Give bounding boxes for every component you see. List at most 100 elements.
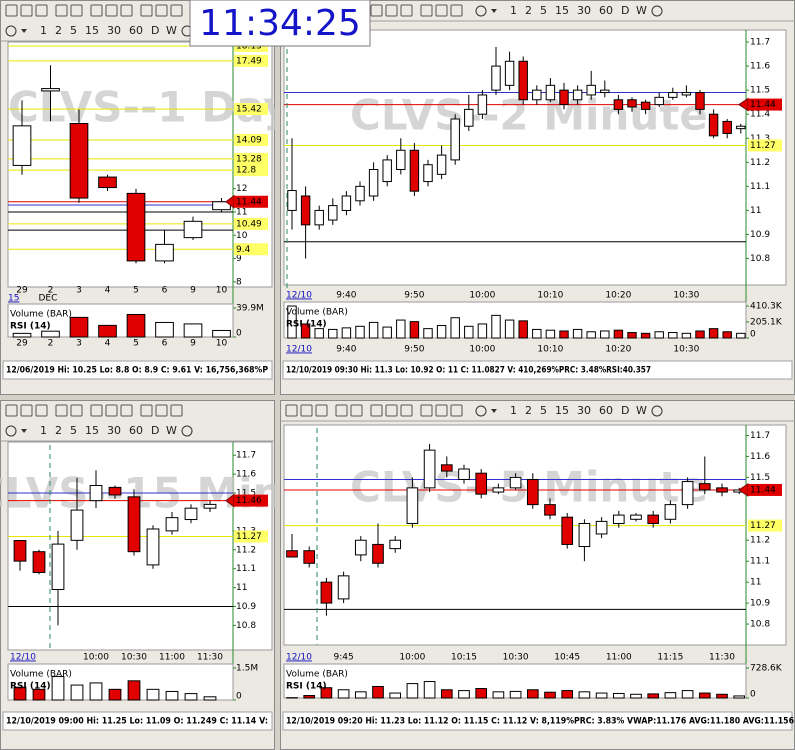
period-button[interactable]: 15 (555, 404, 569, 417)
toolbar-button[interactable] (70, 404, 83, 417)
period-button[interactable]: D (151, 424, 159, 437)
volume-bar (572, 328, 583, 339)
close-button[interactable] (651, 405, 663, 417)
toolbar-button[interactable] (435, 404, 448, 417)
toolbar-button[interactable] (5, 4, 18, 17)
toolbar-button[interactable] (385, 404, 398, 417)
period-button[interactable]: 15 (85, 424, 99, 437)
period-button[interactable]: 2 (55, 24, 62, 37)
period-button[interactable]: 60 (129, 424, 143, 437)
toolbar-button[interactable] (370, 404, 383, 417)
period-button[interactable]: 5 (540, 4, 547, 17)
period-button[interactable]: 15 (85, 24, 99, 37)
toolbar-button[interactable] (155, 404, 168, 417)
toolbar-button[interactable] (55, 404, 68, 417)
toolbar-button[interactable] (5, 404, 18, 417)
price-tag (234, 530, 268, 543)
toolbar-button[interactable] (105, 4, 118, 17)
period-button[interactable]: 60 (599, 404, 613, 417)
period-button[interactable]: 15 (555, 4, 569, 17)
candle-body (396, 149, 406, 171)
period-button[interactable]: W (166, 424, 177, 437)
y-tick-label: 11.2 (750, 536, 770, 546)
toolbar-button[interactable] (400, 404, 413, 417)
period-button[interactable]: 30 (107, 424, 121, 437)
period-button[interactable]: 1 (40, 24, 47, 37)
candle-body (586, 84, 596, 96)
period-button[interactable]: D (621, 4, 629, 17)
toolbar-button[interactable] (450, 404, 463, 417)
period-button[interactable]: 60 (599, 4, 613, 17)
dropdown-arrow[interactable] (21, 29, 27, 33)
period-button[interactable]: W (636, 4, 647, 17)
toolbar-button[interactable] (20, 4, 33, 17)
period-link[interactable]: 15 (8, 294, 19, 304)
toolbar-button[interactable] (140, 404, 153, 417)
period-button[interactable]: 2 (55, 424, 62, 437)
period-button[interactable]: W (166, 24, 177, 37)
y-tick-label: 11.1 (750, 182, 770, 192)
timeframe-clock[interactable] (5, 25, 17, 37)
candle-body (450, 118, 460, 161)
toolbar-button[interactable] (170, 404, 183, 417)
period-button[interactable]: 5 (70, 24, 77, 37)
candle-body (578, 522, 591, 548)
volume-bar (630, 693, 642, 699)
toolbar-button[interactable] (170, 4, 183, 17)
volume-bar (165, 690, 179, 701)
period-button[interactable]: 30 (107, 24, 121, 37)
close-button[interactable] (181, 425, 193, 437)
period-button[interactable]: 5 (540, 404, 547, 417)
period-button[interactable]: 60 (129, 24, 143, 37)
period-button[interactable]: 5 (70, 424, 77, 437)
period-button[interactable]: 2 (525, 404, 532, 417)
toolbar-button[interactable] (140, 4, 153, 17)
timeframe-clock[interactable] (5, 425, 17, 437)
toolbar-button[interactable] (315, 404, 328, 417)
period-button[interactable]: 30 (577, 4, 591, 17)
toolbar-button[interactable] (450, 4, 463, 17)
period-button[interactable]: D (151, 24, 159, 37)
candle-body (328, 205, 338, 221)
dropdown-arrow[interactable] (491, 409, 497, 413)
period-button[interactable]: 30 (577, 404, 591, 417)
toolbar-button[interactable] (35, 404, 48, 417)
toolbar-button[interactable] (300, 404, 313, 417)
toolbar-button[interactable] (350, 404, 363, 417)
toolbar-button[interactable] (155, 4, 168, 17)
toolbar-button[interactable] (420, 4, 433, 17)
toolbar-button[interactable] (370, 4, 383, 17)
toolbar-button[interactable] (105, 404, 118, 417)
toolbar-button[interactable] (435, 4, 448, 17)
candle-body (612, 514, 625, 524)
period-button[interactable]: 1 (510, 4, 517, 17)
toolbar-button[interactable] (385, 4, 398, 17)
period-button[interactable]: D (621, 404, 629, 417)
toolbar-button[interactable] (120, 4, 133, 17)
y-tick-label: 11 (236, 583, 247, 593)
toolbar-button[interactable] (420, 404, 433, 417)
timeframe-clock[interactable] (475, 5, 487, 17)
toolbar-button[interactable] (120, 404, 133, 417)
dropdown-arrow[interactable] (491, 9, 497, 13)
toolbar-button[interactable] (35, 4, 48, 17)
candle-body (436, 154, 447, 175)
period-button[interactable]: 1 (40, 424, 47, 437)
close-button[interactable] (651, 5, 663, 17)
period-button[interactable]: 2 (525, 4, 532, 17)
price-tag (234, 494, 268, 507)
toolbar-button[interactable] (90, 404, 103, 417)
candle-body (681, 92, 692, 96)
toolbar-button[interactable] (70, 4, 83, 17)
period-button[interactable]: W (636, 404, 647, 417)
toolbar-button[interactable] (285, 404, 298, 417)
toolbar-button[interactable] (335, 404, 348, 417)
timeframe-clock[interactable] (475, 405, 487, 417)
toolbar-button[interactable] (400, 4, 413, 17)
dropdown-arrow[interactable] (21, 429, 27, 433)
volume-label: Volume (BAR) (10, 310, 72, 320)
toolbar-button[interactable] (55, 4, 68, 17)
toolbar-button[interactable] (90, 4, 103, 17)
period-button[interactable]: 1 (510, 404, 517, 417)
toolbar-button[interactable] (20, 404, 33, 417)
